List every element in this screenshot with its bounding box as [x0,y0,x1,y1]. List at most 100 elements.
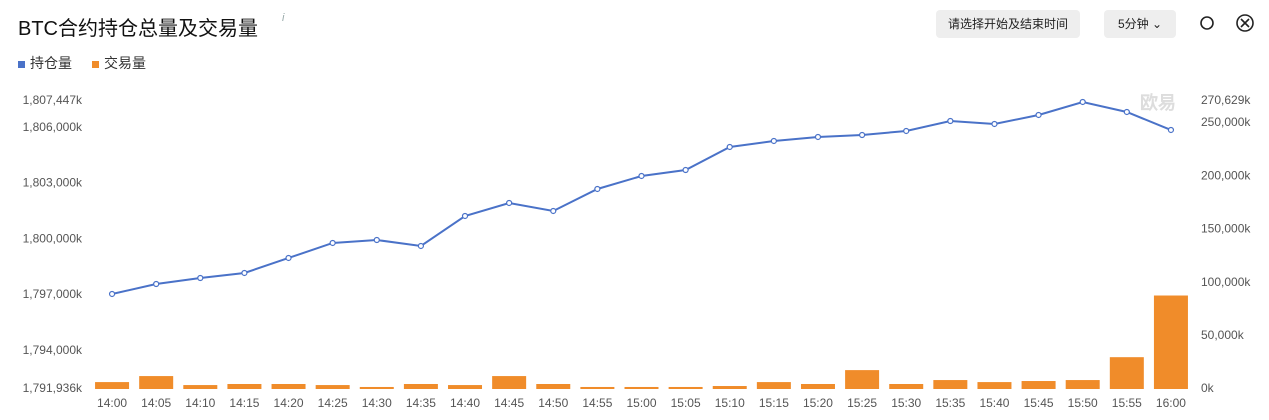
legend-swatch [18,60,25,68]
y-tick-label: 1,806,000k [23,120,83,134]
y2-tick-label: 50,000k [1201,328,1245,342]
bar [1021,381,1056,389]
x-tick-label: 14:10 [185,396,215,410]
line-point [153,280,160,288]
x-tick-label: 14:45 [494,396,524,410]
info-icon[interactable]: i [282,12,285,24]
bar [315,385,350,389]
x-tick-label: 15:35 [935,396,965,410]
bar [889,383,924,389]
bar [756,382,791,389]
bar [403,383,438,389]
line-point [1123,108,1130,116]
bar [624,386,659,389]
x-tick-label: 14:25 [318,396,348,410]
line-point [417,242,424,250]
watermark: 欧易 [1140,92,1176,113]
line-point [903,127,910,135]
bar [977,382,1012,389]
legend-swatch [92,60,99,68]
x-tick-label: 15:05 [671,396,701,410]
legend-label: 交易量 [104,55,146,71]
line-point [550,207,557,215]
line-point [638,172,645,180]
x-tick-label: 15:50 [1068,396,1098,410]
y2-tick-label: 200,000k [1201,168,1251,182]
x-tick-label: 14:15 [229,396,259,410]
bar [668,386,703,389]
line-point [285,254,292,262]
line-point [1167,126,1175,134]
line-point [197,274,204,282]
x-tick-label: 15:45 [1024,396,1054,410]
y2-tick-label: 250,000k [1201,115,1251,129]
x-tick-label: 15:20 [803,396,833,410]
x-tick-label: 14:20 [274,396,304,410]
y2-tick-label: 100,000k [1201,275,1251,289]
x-tick-label: 15:55 [1112,396,1142,410]
bar [227,383,262,389]
bar [800,383,835,389]
x-tick-label: 15:00 [626,396,656,410]
legend-label: 持仓量 [30,55,72,71]
bar [933,380,968,389]
refresh-icon[interactable] [1200,16,1214,30]
legend-item[interactable]: 持仓量 [18,53,72,73]
line-point [594,185,601,193]
line-point [241,269,248,277]
bar [448,385,483,389]
x-tick-label: 15:30 [891,396,921,410]
y2-tick-label: 0k [1201,381,1215,395]
y-tick-label: 1,800,000k [23,231,83,245]
bar [536,383,571,389]
line-point [1035,111,1042,119]
y2-tick-label: 270,629k [1201,93,1251,107]
line-point [991,120,998,128]
time-range-button[interactable]: 请选择开始及结束时间 [936,10,1081,38]
x-tick-label: 14:05 [141,396,171,410]
title: BTC合约持仓总量及交易量 [18,18,258,40]
line-point [108,290,116,298]
x-tick-label: 14:55 [582,396,612,410]
line-point [814,133,822,141]
x-tick-label: 14:40 [450,396,480,410]
bar [492,376,527,389]
line-point [373,236,380,244]
line-point [726,143,733,151]
bar [359,386,394,389]
close-icon[interactable] [1236,14,1254,32]
bar [845,370,880,389]
bar [712,386,747,389]
line-point [770,137,777,145]
legend-item[interactable]: 交易量 [92,53,146,73]
x-tick-label: 14:35 [406,396,436,410]
bar [1153,295,1188,389]
x-tick-label: 15:25 [847,396,877,410]
y-tick-label: 1,794,000k [23,343,83,357]
interval-dropdown[interactable]: 5分钟 ⌄ [1104,10,1177,38]
x-tick-label: 14:30 [362,396,392,410]
x-tick-label: 14:50 [538,396,568,410]
line-point [506,199,513,207]
y-tick-label: 1,803,000k [23,176,83,190]
y-tick-label: 1,791,936k [23,381,83,395]
x-tick-label: 15:10 [715,396,745,410]
bar [271,383,306,389]
line-point [682,166,689,174]
line [111,100,1172,295]
bar [580,386,615,389]
line-point [461,212,469,220]
bar [1109,357,1144,389]
line-point [947,117,954,125]
line-point [858,131,866,139]
y2-tick-label: 150,000k [1201,222,1251,236]
x-tick-label: 14:00 [97,396,127,410]
line-point [329,239,336,247]
x-tick-label: 15:40 [979,396,1009,410]
bar [95,382,130,389]
bar [1065,380,1100,389]
interval-label: 5分钟 [1118,17,1149,31]
bar [139,376,174,389]
